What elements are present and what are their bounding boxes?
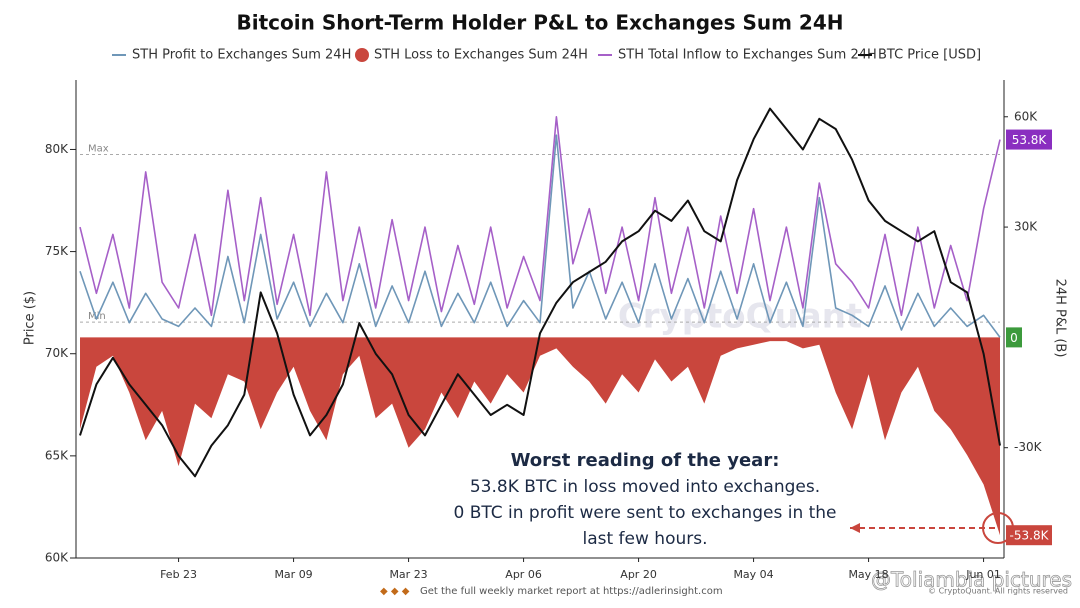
x-tick-label: May 18	[848, 568, 888, 581]
y2-tick-label: 60K	[1014, 109, 1038, 123]
y-tick-label: 80K	[45, 142, 69, 156]
footer-icons: ◆ ◆ ◆	[380, 586, 410, 597]
legend-label: STH Total Inflow to Exchanges Sum 24H	[618, 48, 877, 63]
y-tick-label: 60K	[45, 551, 69, 565]
reference-label: Max	[88, 144, 109, 155]
end-badge	[1006, 327, 1022, 348]
arrow-head	[850, 523, 860, 533]
annotation-text: 53.8K BTC in loss moved into exchanges.	[470, 477, 820, 497]
y-axis-title: Price ($)	[23, 291, 38, 345]
y-tick-label: 65K	[45, 448, 69, 462]
end-badge-label: -53.8K	[1010, 529, 1050, 543]
y2-axis-title: 24H P&L (B)	[1053, 279, 1068, 358]
x-tick-label: Jun 01	[965, 568, 1001, 581]
x-tick-label: Mar 23	[389, 568, 427, 581]
y2-tick-label: -30K	[1014, 440, 1043, 454]
x-tick-label: May 04	[733, 568, 773, 581]
watermark: @Toliambia pictures	[871, 568, 1072, 592]
line	[79, 107, 1001, 478]
legend-label: STH Loss to Exchanges Sum 24H	[374, 48, 588, 63]
end-badge	[1006, 525, 1052, 546]
annotation-text: 0 BTC in profit were sent to exchanges i…	[453, 503, 836, 523]
x-tick-label: Feb 23	[160, 568, 197, 581]
x-tick-label: Apr 06	[505, 568, 542, 581]
legend-swatch	[355, 48, 369, 62]
y2-tick-label: 30K	[1014, 220, 1038, 234]
end-badge-label: 53.8K	[1012, 133, 1048, 147]
watermark-logo: CryptoQuant	[618, 297, 862, 337]
area	[80, 337, 1000, 536]
chart-title: Bitcoin Short-Term Holder P&L to Exchang…	[237, 11, 844, 35]
line	[79, 134, 1001, 338]
end-badge	[1006, 129, 1052, 150]
line	[79, 116, 1001, 317]
annotation-text: Worst reading of the year:	[511, 450, 780, 471]
copyright: © CryptoQuant. All rights reserved	[928, 587, 1068, 596]
end-badge-label: 0	[1010, 331, 1018, 345]
x-tick-label: Apr 20	[620, 568, 657, 581]
legend-label: STH Profit to Exchanges Sum 24H	[132, 48, 351, 63]
legend-label: BTC Price [USD]	[878, 48, 981, 63]
x-tick-label: Mar 09	[274, 568, 312, 581]
y-tick-label: 75K	[45, 244, 69, 258]
footer-text: Get the full weekly market report at htt…	[420, 586, 723, 597]
y-tick-label: 70K	[45, 346, 69, 360]
annotation-text: last few hours.	[582, 529, 707, 549]
